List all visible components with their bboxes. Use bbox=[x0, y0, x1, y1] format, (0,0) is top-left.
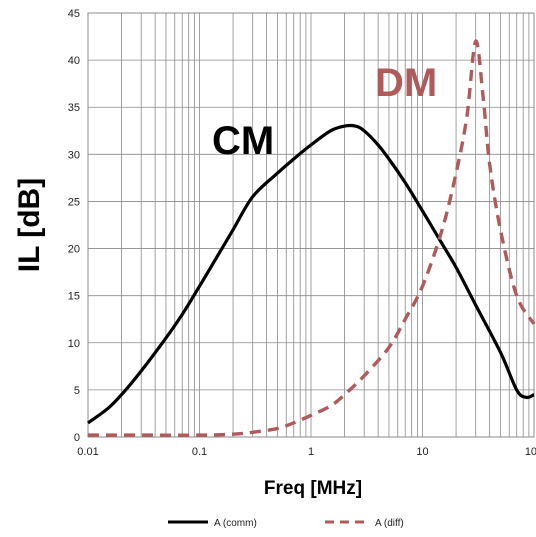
y-tick-label: 10 bbox=[68, 338, 80, 350]
legend: A (comm) A (diff) bbox=[168, 518, 404, 529]
x-axis-title: Freq [MHz] bbox=[264, 478, 362, 499]
x-tick-label: 0.01 bbox=[77, 446, 98, 458]
y-axis-title: IL [dB] bbox=[13, 178, 46, 272]
x-tick-label: 10 bbox=[416, 446, 428, 458]
legend-label-comm: A (comm) bbox=[214, 518, 257, 529]
y-tick-label: 30 bbox=[68, 149, 80, 161]
legend-label-diff: A (diff) bbox=[375, 518, 404, 529]
series-line-comm bbox=[87, 123, 535, 425]
grid bbox=[87, 12, 534, 438]
x-tick-label: 0.1 bbox=[192, 446, 207, 458]
x-tick-label: 1 bbox=[308, 446, 314, 458]
annotation-cm: CM bbox=[212, 119, 274, 163]
y-tick-label: 0 bbox=[74, 432, 80, 444]
y-tick-label: 15 bbox=[68, 291, 80, 303]
x-tick-label: 100 bbox=[525, 446, 536, 458]
y-tick-label: 40 bbox=[68, 55, 80, 67]
y-tick-label: 45 bbox=[68, 8, 80, 20]
y-tick-label: 20 bbox=[68, 244, 80, 256]
annotation-dm: DM bbox=[375, 61, 437, 105]
y-tick-label: 25 bbox=[68, 196, 80, 208]
y-tick-label: 35 bbox=[68, 102, 80, 114]
series-layer bbox=[87, 39, 536, 437]
tick-labels: 0 5 10 15 20 25 30 35 40 45 0.01 0.1 1 10 100 bbox=[68, 8, 536, 458]
series-line-diff bbox=[87, 39, 536, 437]
y-tick-label: 5 bbox=[74, 385, 80, 397]
plot-area bbox=[87, 12, 535, 438]
